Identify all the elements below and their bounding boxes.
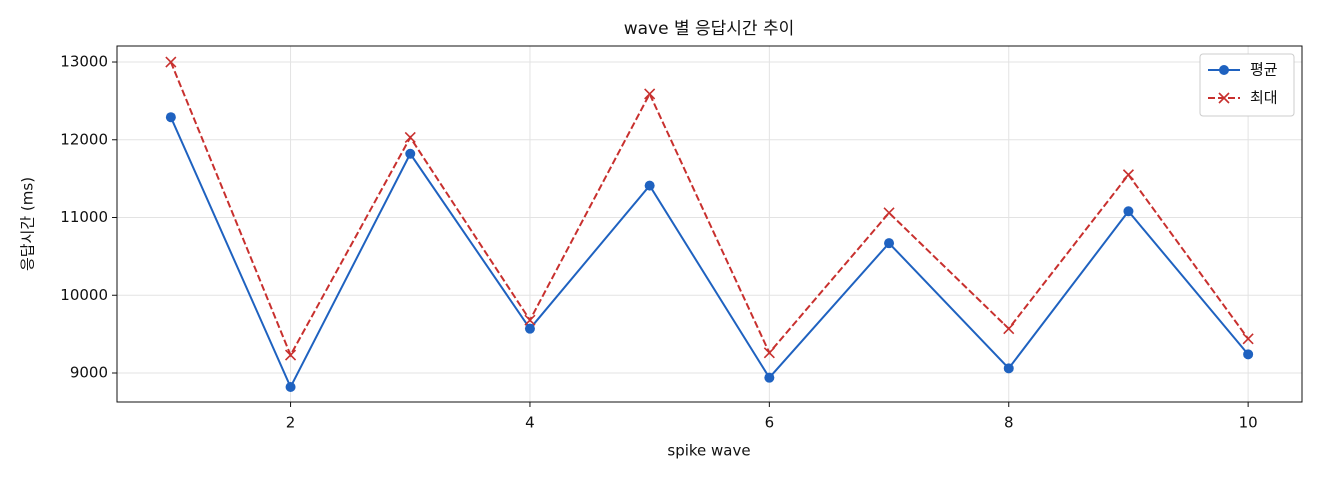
x-tick-label: 2 <box>286 414 296 432</box>
plot-frame <box>116 45 1303 403</box>
data-point <box>285 381 296 392</box>
data-point <box>165 112 176 123</box>
data-point <box>1122 169 1135 181</box>
data-point <box>883 207 895 219</box>
data-point <box>764 372 775 383</box>
data-point <box>644 88 656 100</box>
series-line <box>169 61 1249 358</box>
y-tick-label: 12000 <box>60 130 108 148</box>
y-tick-label: 13000 <box>60 53 108 71</box>
legend-marker <box>1219 65 1229 75</box>
x-axis-label: spike wave <box>667 442 750 460</box>
data-point <box>763 347 775 359</box>
y-tick-label: 10000 <box>60 286 108 304</box>
legend-label: 최대 <box>1250 89 1278 107</box>
data-point <box>644 180 655 191</box>
data-point <box>524 323 535 334</box>
y-axis-label: 응답시간 (ms) <box>19 177 37 271</box>
data-point <box>1003 323 1015 335</box>
data-point <box>404 131 416 143</box>
data-point <box>405 148 416 159</box>
data-point <box>1243 349 1254 360</box>
data-point <box>884 238 895 249</box>
x-tick-label: 4 <box>525 414 535 432</box>
data-point <box>1123 206 1134 217</box>
x-tick-label: 6 <box>765 414 775 432</box>
y-tick-label: 11000 <box>60 208 108 226</box>
y-tick-label: 9000 <box>70 364 108 382</box>
legend-marker <box>1218 92 1230 104</box>
data-point <box>165 56 177 68</box>
data-point <box>1242 333 1254 345</box>
data-point <box>524 314 536 326</box>
data-point <box>284 349 297 361</box>
legend-box <box>1199 53 1295 117</box>
chart-title: wave 별 응답시간 추이 <box>624 19 795 39</box>
x-tick-label: 8 <box>1004 414 1014 432</box>
legend-label: 평균 <box>1250 61 1278 79</box>
data-point <box>1003 363 1014 374</box>
x-tick-label: 10 <box>1239 414 1258 432</box>
series-line <box>169 116 1249 390</box>
